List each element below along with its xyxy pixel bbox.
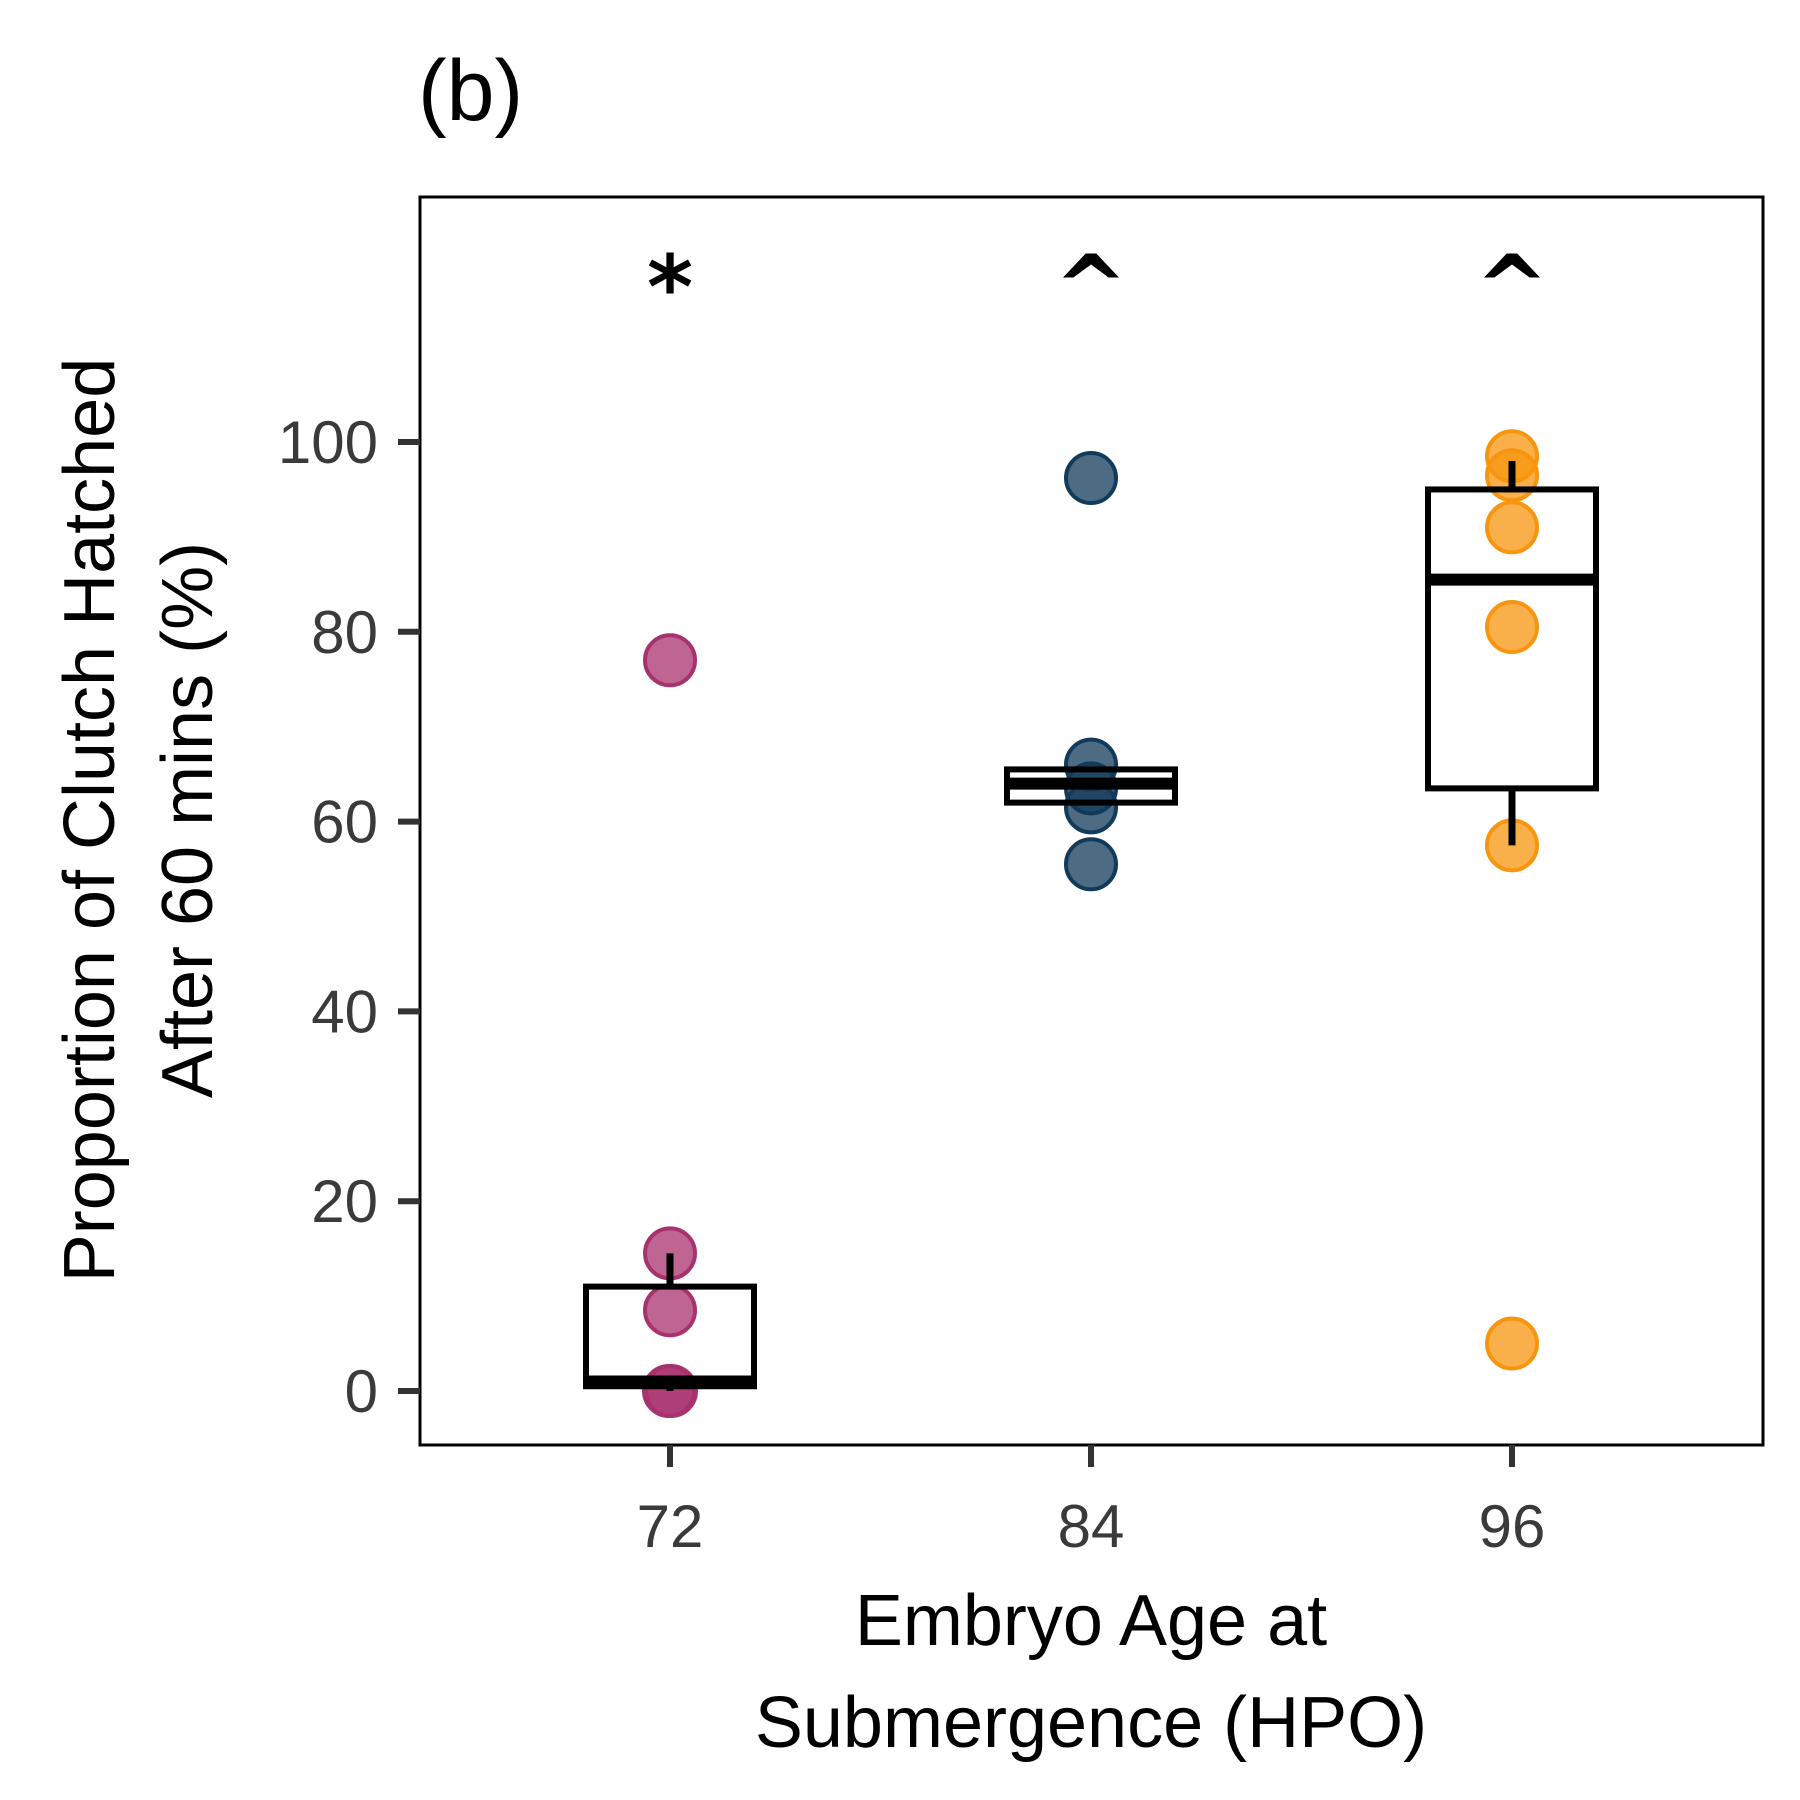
x-tick-label-72: 72 — [637, 1493, 704, 1560]
y-tick-label-40: 40 — [311, 978, 378, 1045]
y-axis-title-line-2: After 60 mins (%) — [148, 542, 228, 1098]
data-point-72-0 — [643, 633, 697, 688]
annotation-96: ^ — [1475, 236, 1549, 339]
data-point-96-2 — [1485, 500, 1539, 555]
data-point-84-4 — [1064, 837, 1118, 892]
data-point-72-2 — [643, 1283, 697, 1338]
annotation-72: * — [647, 236, 693, 339]
panel-label: (b) — [418, 43, 523, 139]
data-point-96-5 — [1485, 1316, 1539, 1371]
data-point-96-3 — [1485, 600, 1539, 655]
data-point-84-0 — [1064, 451, 1118, 506]
y-axis-title-line-1: Proportion of Clutch Hatched — [50, 358, 130, 1283]
axes: 72 84 96 0 20 40 60 80 100 — [278, 409, 1545, 1560]
y-tick-label-60: 60 — [311, 789, 378, 856]
data-point-84-3 — [1064, 780, 1118, 835]
x-axis-title-line-2: Submergence (HPO) — [755, 1683, 1427, 1763]
annotation-84: ^ — [1054, 236, 1128, 339]
x-tick-label-96: 96 — [1479, 1493, 1546, 1560]
plot-area: * ^ ^ — [583, 236, 1599, 1418]
y-tick-label-100: 100 — [278, 409, 378, 476]
x-tick-label-84: 84 — [1058, 1493, 1125, 1560]
y-tick-label-80: 80 — [311, 599, 378, 666]
y-tick-label-0: 0 — [345, 1358, 378, 1425]
y-tick-label-20: 20 — [311, 1168, 378, 1235]
x-axis-title-line-1: Embryo Age at — [855, 1581, 1327, 1661]
box-96 — [1425, 486, 1599, 792]
